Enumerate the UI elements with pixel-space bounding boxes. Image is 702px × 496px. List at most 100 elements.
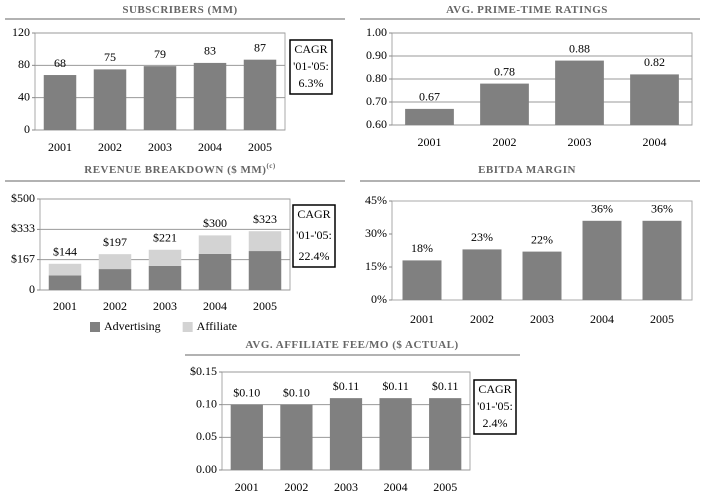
bar-segment — [148, 249, 182, 266]
value-label: 0.88 — [569, 41, 590, 55]
bar — [280, 404, 313, 470]
x-tick-label: 2002 — [470, 312, 494, 326]
y-tick-label: 0% — [371, 292, 387, 306]
value-label: $0.11 — [382, 379, 409, 393]
y-tick-label: 0.10 — [196, 396, 217, 410]
value-label: $0.11 — [333, 379, 360, 393]
value-label: 23% — [471, 230, 493, 244]
bar-segment — [248, 251, 282, 290]
legend-label: Affiliate — [197, 319, 237, 333]
value-label: $0.10 — [233, 385, 260, 399]
title-text: REVENUE BREAKDOWN ($ MM) — [84, 164, 266, 176]
y-tick-label: 0.05 — [196, 429, 217, 443]
y-tick-label: 0 — [24, 122, 30, 136]
x-tick-label: 2002 — [103, 299, 127, 313]
y-tick-label: 15% — [365, 259, 387, 273]
x-tick-label: 2003 — [530, 312, 554, 326]
legend-swatch — [90, 322, 100, 332]
bar — [405, 108, 454, 125]
y-tick-label: 30% — [365, 226, 387, 240]
legend-label: Advertising — [104, 319, 161, 333]
annotation-text: 22.4% — [299, 249, 330, 263]
bar — [480, 83, 529, 125]
x-tick-label: 2003 — [148, 140, 172, 154]
chart-title: AVG. PRIME-TIME RATINGS — [446, 4, 608, 16]
y-tick-label: 1.00 — [366, 25, 387, 39]
y-tick-label: 45% — [365, 193, 387, 207]
title-note: (c) — [266, 162, 275, 170]
bar — [329, 398, 363, 470]
y-tick-label: 80 — [18, 57, 30, 71]
total-label: $300 — [203, 216, 227, 230]
chart-title: REVENUE BREAKDOWN ($ MM)(c) — [84, 162, 276, 176]
bar-segment — [98, 254, 132, 270]
bar — [43, 75, 77, 130]
x-tick-label: 2003 — [153, 299, 177, 313]
x-tick-label: 2001 — [53, 299, 77, 313]
chart-title: SUBSCRIBERS (MM) — [122, 4, 237, 16]
bar — [230, 404, 263, 470]
x-tick-label: 2002 — [493, 135, 517, 149]
x-tick-label: 2003 — [568, 135, 592, 149]
bar-segment — [248, 231, 282, 252]
bar — [243, 59, 277, 130]
y-tick-label: 0.60 — [366, 117, 387, 131]
bar — [582, 220, 622, 300]
y-tick-label: 0.90 — [366, 48, 387, 62]
y-tick-label: $333 — [11, 221, 35, 235]
legend-swatch — [182, 322, 193, 332]
total-label: $221 — [153, 231, 177, 245]
bar-segment — [98, 269, 132, 290]
title-text: EBITDA MARGIN — [478, 164, 576, 176]
bar-segment — [148, 265, 182, 290]
chart-title: AVG. AFFILIATE FEE/MO ($ ACTUAL) — [245, 339, 458, 351]
x-tick-label: 2005 — [248, 140, 272, 154]
bar-segment — [198, 235, 232, 254]
bar — [379, 398, 412, 470]
bar-segment — [48, 275, 82, 290]
x-tick-label: 2005 — [650, 312, 674, 326]
x-tick-label: 2005 — [433, 480, 457, 494]
total-label: $323 — [253, 212, 277, 226]
y-tick-label: 120 — [12, 25, 30, 39]
y-tick-label: 0.70 — [366, 94, 387, 108]
x-tick-label: 2001 — [48, 140, 72, 154]
annotation-text: CAGR — [297, 207, 330, 221]
annotation-box — [289, 39, 333, 95]
x-tick-label: 2005 — [253, 299, 277, 313]
x-tick-label: 2004 — [198, 140, 222, 154]
bar — [462, 249, 502, 300]
title-text: SUBSCRIBERS (MM) — [122, 4, 237, 16]
value-label: 79 — [154, 47, 166, 61]
bar — [93, 69, 127, 130]
annotation-text: '01-'05: — [477, 399, 513, 413]
x-tick-label: 2004 — [643, 135, 667, 149]
x-tick-label: 2004 — [590, 312, 614, 326]
annotation-text: 2.4% — [483, 416, 508, 430]
value-label: $0.11 — [432, 379, 459, 393]
annotation-box — [473, 379, 517, 435]
annotation-text: '01-'05: — [293, 59, 329, 73]
bar — [642, 220, 682, 300]
value-label: 68 — [54, 56, 66, 70]
bar — [555, 60, 604, 125]
x-tick-label: 2001 — [235, 480, 259, 494]
value-label: 36% — [591, 202, 613, 216]
annotation-text: CAGR — [478, 382, 511, 396]
bar — [193, 62, 227, 130]
y-tick-label: 0.80 — [366, 71, 387, 85]
x-tick-label: 2001 — [410, 312, 434, 326]
annotation-text: 6.3% — [299, 76, 324, 90]
annotation-box — [292, 204, 336, 268]
value-label: 36% — [651, 202, 673, 216]
bar — [143, 66, 177, 130]
y-tick-label: $500 — [11, 191, 35, 205]
y-tick-label: 40 — [18, 89, 30, 103]
total-label: $197 — [103, 235, 127, 249]
value-label: 0.67 — [419, 90, 440, 104]
value-label: 83 — [204, 44, 216, 58]
total-label: $144 — [53, 245, 77, 259]
bar — [429, 398, 462, 470]
value-label: 0.82 — [644, 55, 665, 69]
chart-title: EBITDA MARGIN — [478, 164, 576, 176]
